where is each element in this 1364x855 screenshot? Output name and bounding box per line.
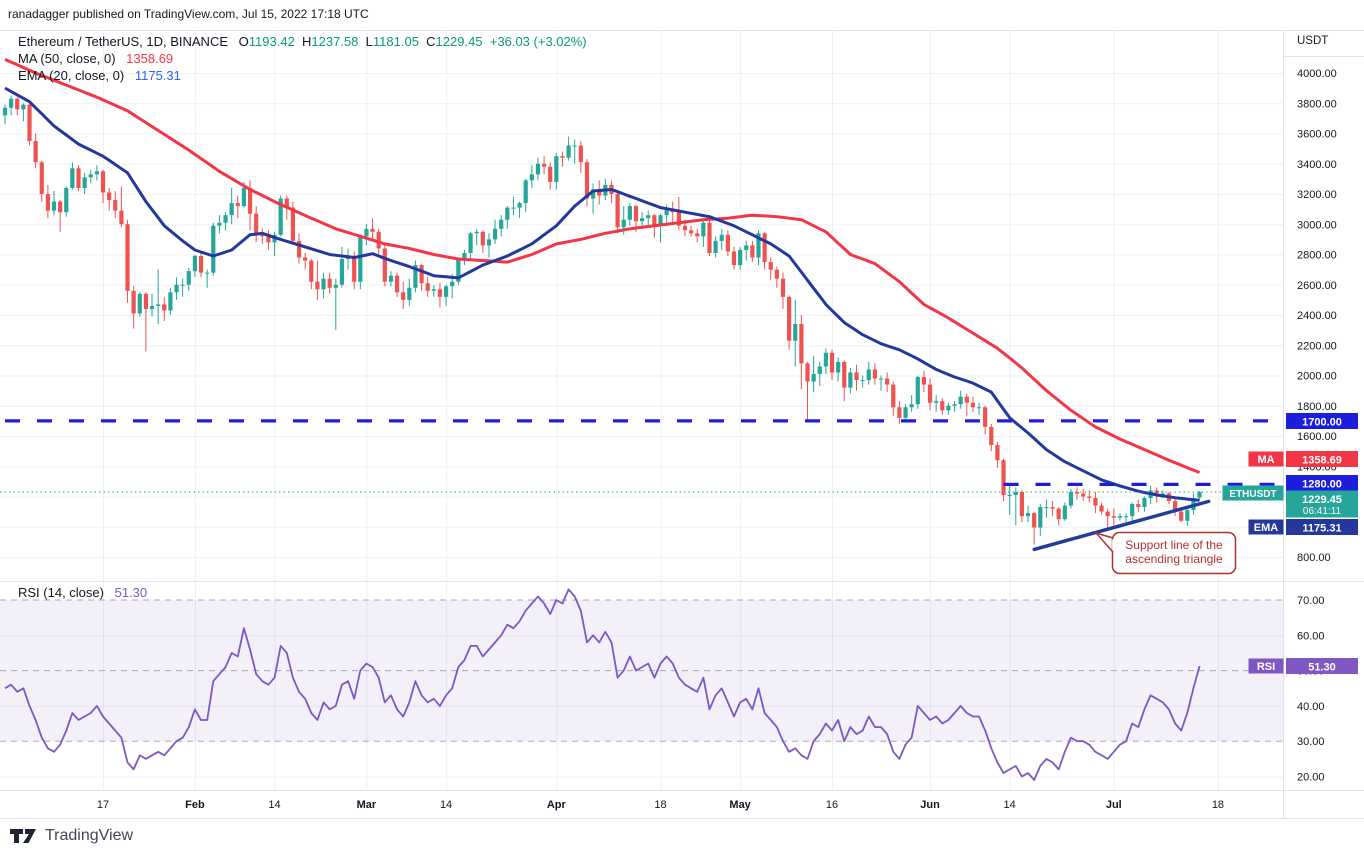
axis-price-label: 1700.00 (1286, 413, 1358, 429)
svg-text:16: 16 (826, 799, 838, 811)
svg-text:USDT: USDT (1297, 35, 1328, 47)
svg-text:Feb: Feb (185, 799, 205, 811)
svg-text:40.00: 40.00 (1297, 701, 1325, 713)
svg-text:May: May (729, 799, 751, 811)
ma50-line (4, 58, 1201, 474)
svg-text:06:41:11: 06:41:11 (1303, 506, 1342, 517)
svg-text:ascending triangle: ascending triangle (1125, 552, 1223, 566)
ema-legend-row[interactable]: EMA (20, close, 0) 1175.31 (18, 68, 181, 83)
axis-price-label: RSI 51.30 (1248, 658, 1358, 674)
ohlc-open: O1193.42 (238, 34, 295, 49)
svg-text:ETHUSDT: ETHUSDT (1229, 489, 1276, 500)
time-axis[interactable]: 17 Feb 14 Mar 14 Apr 18 May 16 Jun 14 Jul 18 (97, 799, 1224, 811)
publish-info: ranadagger published on TradingView.com,… (8, 7, 369, 21)
svg-text:51.30: 51.30 (1308, 662, 1336, 674)
svg-text:70.00: 70.00 (1297, 595, 1325, 607)
ohlc-low: L1181.05 (365, 34, 419, 49)
svg-text:3200.00: 3200.00 (1297, 189, 1337, 201)
svg-text:30.00: 30.00 (1297, 736, 1325, 748)
svg-text:RSI: RSI (1257, 661, 1275, 673)
svg-text:Jul: Jul (1106, 799, 1122, 811)
ema-indicator-label: EMA (20, close, 0) (18, 68, 125, 83)
svg-text:18: 18 (654, 799, 666, 811)
svg-text:Apr: Apr (547, 799, 567, 811)
pane-borders (0, 30, 1364, 818)
svg-text:2200.00: 2200.00 (1297, 340, 1337, 352)
axis-price-label: 1280.00 (1286, 475, 1358, 491)
svg-text:2800.00: 2800.00 (1297, 250, 1337, 262)
svg-text:17: 17 (97, 799, 109, 811)
svg-text:14: 14 (440, 799, 452, 811)
svg-text:14: 14 (1004, 799, 1016, 811)
svg-text:14: 14 (268, 799, 280, 811)
svg-text:1700.00: 1700.00 (1302, 417, 1342, 429)
svg-text:1175.31: 1175.31 (1302, 523, 1341, 535)
svg-text:2400.00: 2400.00 (1297, 310, 1337, 322)
svg-text:800.00: 800.00 (1297, 552, 1331, 564)
ohlc-high: H1237.58 (302, 34, 359, 49)
axis-price-label: EMA 1175.31 (1248, 519, 1358, 535)
svg-text:4000.00: 4000.00 (1297, 68, 1337, 80)
svg-text:1600.00: 1600.00 (1297, 431, 1337, 443)
svg-text:3400.00: 3400.00 (1297, 159, 1337, 171)
tradingview-logo-icon (10, 829, 36, 843)
svg-text:Jun: Jun (920, 799, 940, 811)
svg-text:3000.00: 3000.00 (1297, 219, 1337, 231)
ohlc-close: C1229.45 (426, 34, 483, 49)
ma-indicator-label: MA (50, close, 0) (18, 51, 116, 66)
svg-text:3800.00: 3800.00 (1297, 98, 1337, 110)
svg-text:Support line of the: Support line of the (1125, 538, 1223, 552)
svg-text:18: 18 (1212, 799, 1224, 811)
rsi-indicator-label: RSI (14, close) (18, 585, 104, 600)
axis-price-label: MA 1358.69 (1248, 451, 1358, 467)
svg-text:2000.00: 2000.00 (1297, 371, 1337, 383)
symbol-legend-row[interactable]: Ethereum / TetherUS, 1D, BINANCE O1193.4… (18, 34, 587, 49)
ema-indicator-value: 1175.31 (134, 68, 181, 83)
svg-text:20.00: 20.00 (1297, 772, 1325, 784)
svg-text:1229.45: 1229.45 (1302, 494, 1342, 506)
ma-legend-row[interactable]: MA (50, close, 0) 1358.69 (18, 51, 173, 66)
ema20-line (4, 86, 1200, 502)
candlestick-series (2, 95, 1202, 545)
svg-text:3600.00: 3600.00 (1297, 129, 1337, 141)
rsi-line (4, 588, 1201, 781)
svg-text:1280.00: 1280.00 (1302, 479, 1342, 491)
daily-change: +36.03 (+3.02%) (489, 34, 587, 49)
footer-bar: TradingView (0, 818, 1364, 855)
support-trendline[interactable] (1032, 499, 1211, 552)
svg-text:1800.00: 1800.00 (1297, 401, 1337, 413)
price-axis[interactable]: USDT 4000.00 3800.00 3600.00 3400.00 3200.00 3… (1297, 35, 1337, 784)
svg-text:2600.00: 2600.00 (1297, 280, 1337, 292)
tradingview-link[interactable]: TradingView (10, 827, 133, 845)
symbol-description: Ethereum / TetherUS, 1D, BINANCE (18, 34, 229, 49)
svg-text:1358.69: 1358.69 (1302, 455, 1342, 467)
rsi-legend-row[interactable]: RSI (14, close) 51.30 (18, 585, 147, 600)
svg-text:60.00: 60.00 (1297, 630, 1325, 642)
svg-text:Mar: Mar (357, 799, 377, 811)
rsi-indicator-value: 51.30 (114, 585, 148, 600)
tradingview-wordmark: TradingView (45, 827, 134, 844)
ma-indicator-value: 1358.69 (126, 51, 174, 66)
svg-text:MA: MA (1257, 454, 1274, 466)
svg-text:EMA: EMA (1254, 522, 1279, 534)
